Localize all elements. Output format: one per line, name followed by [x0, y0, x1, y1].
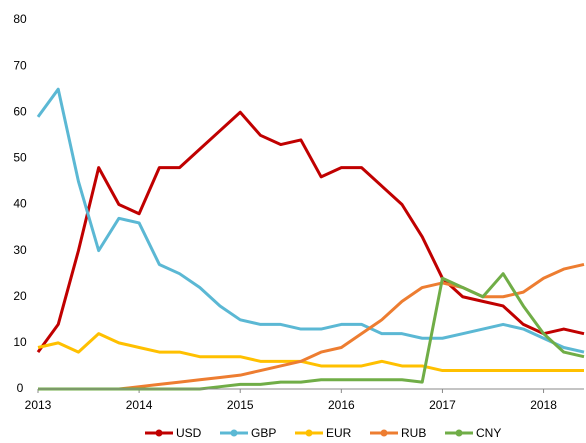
y-tick-label: 50: [13, 151, 27, 165]
legend-marker: [455, 429, 463, 437]
legend-label: RUB: [401, 426, 426, 440]
legend-label: GBP: [251, 426, 276, 440]
y-tick-label: 30: [13, 243, 27, 257]
x-tick-label: 2013: [25, 398, 52, 412]
y-tick-label: 10: [13, 335, 27, 349]
x-tick-label: 2015: [227, 398, 254, 412]
legend-marker: [380, 429, 388, 437]
x-tick-label: 2018: [530, 398, 557, 412]
y-tick-label: 80: [13, 12, 27, 26]
series-line: [36, 87, 585, 354]
legend-marker: [155, 429, 163, 437]
series-line: [36, 110, 585, 353]
y-tick-label: 70: [13, 58, 27, 72]
y-tick-label: 40: [13, 197, 27, 211]
legend-label: EUR: [326, 426, 352, 440]
series-line: [37, 332, 584, 373]
y-tick-label: 0: [17, 381, 24, 395]
legend-label: USD: [176, 426, 202, 440]
y-tick-label: 60: [13, 104, 27, 118]
legend-marker: [305, 429, 313, 437]
y-tick-label: 20: [13, 289, 27, 303]
x-tick-label: 2017: [429, 398, 456, 412]
legend-label: CNY: [476, 426, 501, 440]
x-tick-label: 2016: [328, 398, 355, 412]
legend-marker: [230, 429, 238, 437]
x-tick-label: 2014: [126, 398, 153, 412]
